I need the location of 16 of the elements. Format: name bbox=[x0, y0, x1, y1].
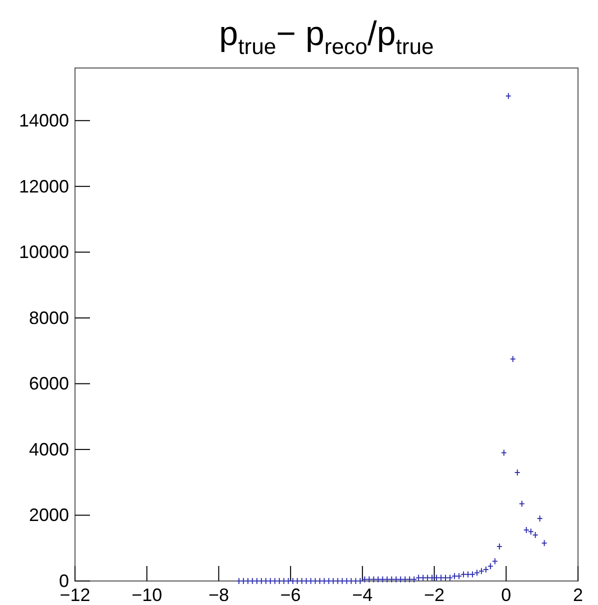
y-tick-label: 0 bbox=[58, 571, 69, 591]
x-tick-label: 0 bbox=[501, 585, 512, 605]
x-tick-label: −10 bbox=[132, 585, 162, 605]
x-tick-label: −4 bbox=[352, 585, 373, 605]
x-tick-label: −6 bbox=[280, 585, 301, 605]
x-tick-label: 2 bbox=[572, 585, 584, 605]
y-tick-label: 8000 bbox=[28, 308, 69, 328]
y-tick-label: 2000 bbox=[28, 505, 69, 526]
y-tick-label: 14000 bbox=[18, 110, 69, 131]
chart-title: p$_{true}$− p$_{reco}$/p$_{true}$ bbox=[219, 15, 434, 59]
y-tick-label: 4000 bbox=[28, 439, 69, 460]
y-tick-label: 12000 bbox=[18, 176, 69, 196]
x-tick-label: −8 bbox=[208, 585, 229, 605]
y-tick-label: 6000 bbox=[28, 374, 69, 394]
x-tick-label: −2 bbox=[424, 585, 445, 605]
y-tick-label: 10000 bbox=[18, 242, 69, 262]
